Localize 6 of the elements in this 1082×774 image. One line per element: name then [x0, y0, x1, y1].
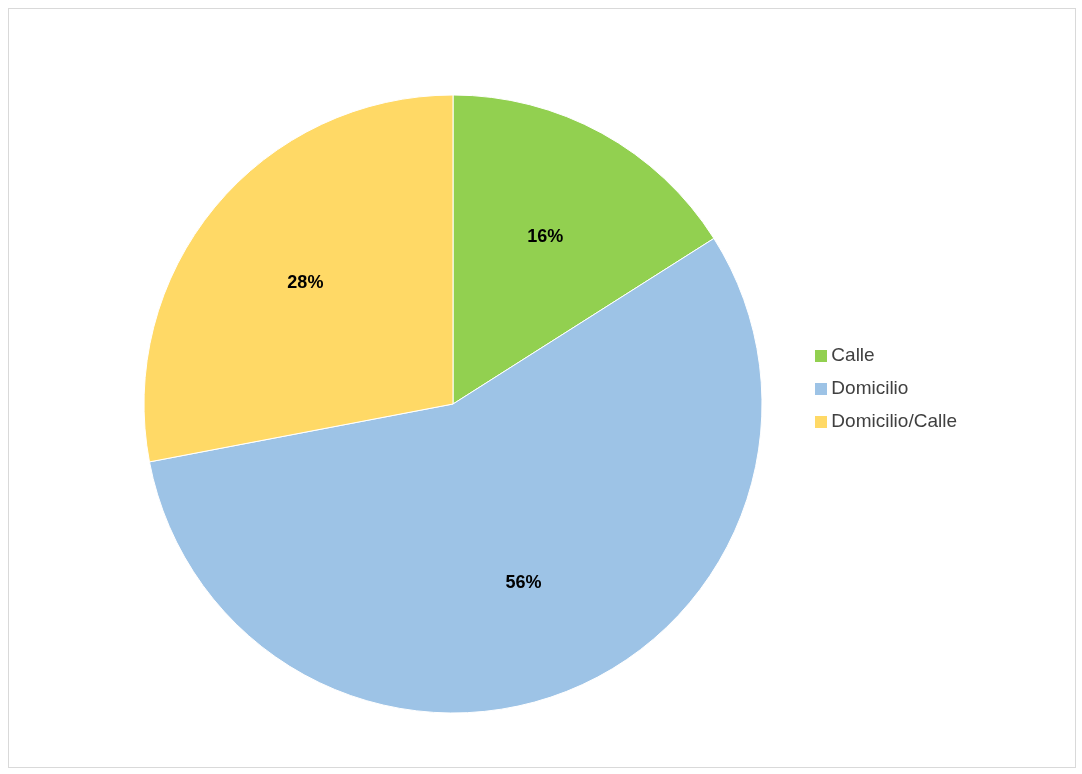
legend-label: Calle — [831, 343, 875, 365]
legend-label: Domicilio/Calle — [831, 409, 957, 431]
data-label: 28% — [287, 271, 324, 292]
legend-label: Domicilio — [831, 376, 909, 398]
data-label: 56% — [505, 572, 542, 593]
data-label: 16% — [527, 226, 564, 247]
